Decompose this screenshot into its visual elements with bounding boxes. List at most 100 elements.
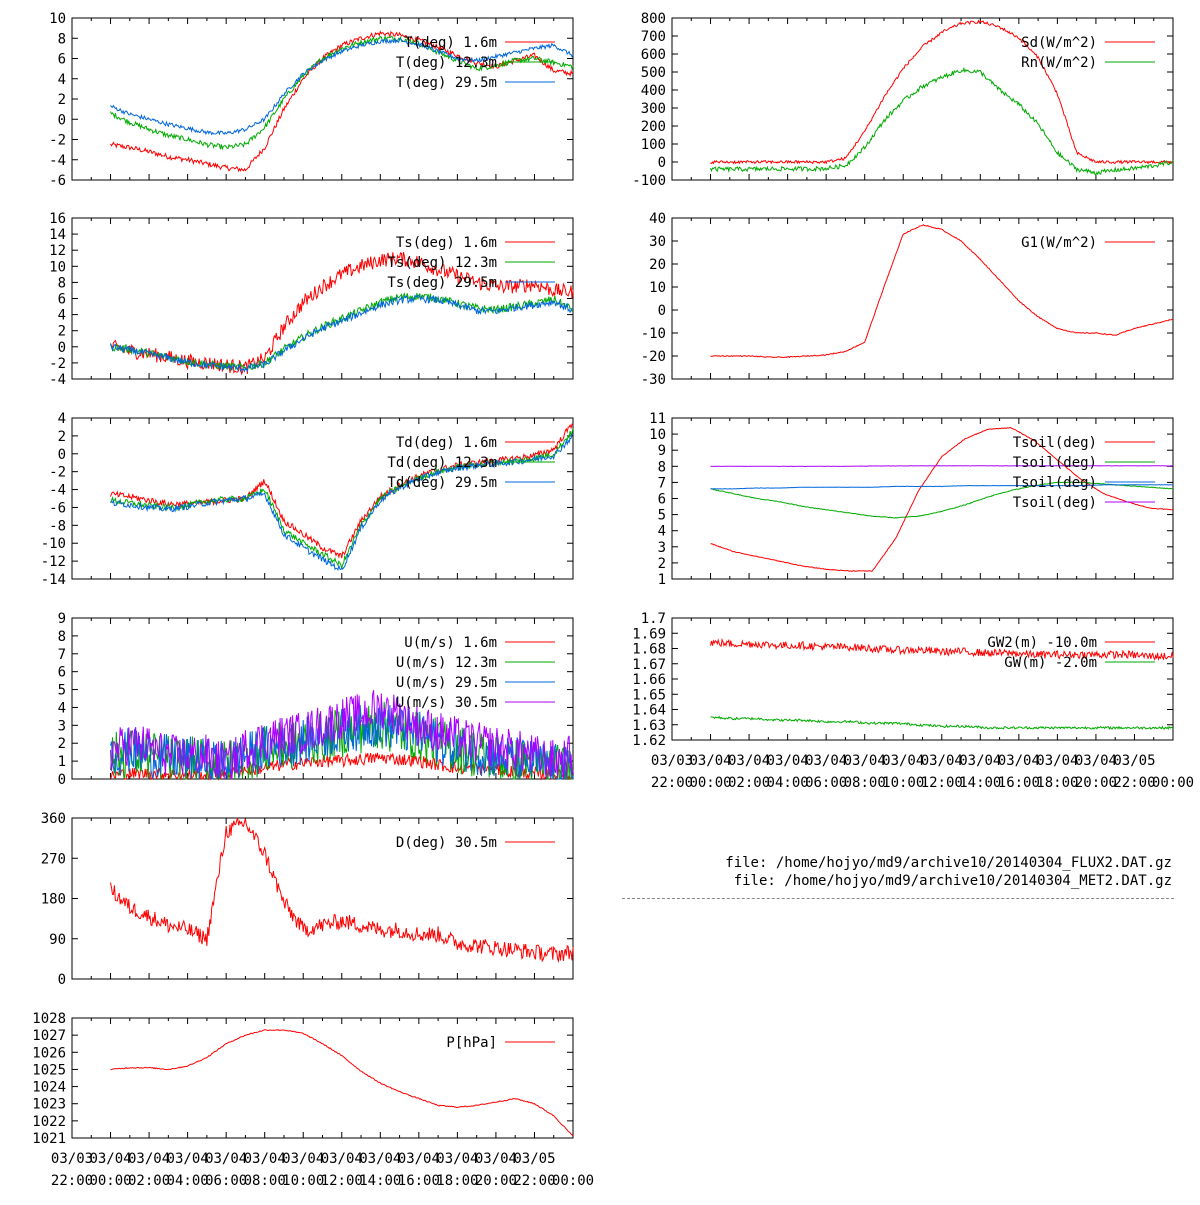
legend-label: GW2(m) -10.0m: [987, 635, 1097, 651]
y-tick-label: 500: [641, 65, 666, 81]
y-tick-label: 20: [649, 257, 666, 273]
y-tick-label: 12: [49, 243, 66, 259]
series-line: [110, 433, 574, 571]
y-tick-label: -14: [41, 572, 66, 588]
series-line: [110, 752, 574, 781]
series-line: [110, 817, 574, 964]
y-tick-label: -30: [641, 372, 666, 388]
y-tick-label: -4: [49, 153, 66, 169]
y-tick-label: 1024: [32, 1080, 66, 1096]
x-tick-label-time: 02:00: [728, 775, 770, 791]
chart-d: 0 90 180 270 360 D(deg) 30.5m: [41, 811, 574, 988]
x-tick-label-date: 03/04: [844, 753, 886, 769]
x-tick-label-time: 12:00: [921, 775, 963, 791]
y-tick-label: -6: [49, 173, 66, 189]
chart-gw: 1.621.631.641.651.661.671.681.691.7 03/03…: [632, 611, 1194, 791]
legend-label: P[hPa]: [446, 1035, 497, 1051]
file-path-met: file: /home/hojyo/md9/archive10/20140304…: [733, 873, 1172, 889]
series-line: [710, 481, 1174, 519]
chart-p: 1021102210231024102510261027102803/0303/…: [32, 1011, 594, 1189]
x-tick-label-time: 00:00: [552, 1173, 594, 1189]
y-tick-label: -2: [49, 465, 66, 481]
y-tick-label: 0: [58, 340, 66, 356]
legend-label: Tsoil(deg): [1013, 475, 1097, 491]
y-tick-label: 30: [649, 234, 666, 250]
series-line: [110, 37, 574, 136]
y-tick-label: 2: [658, 556, 666, 572]
y-tick-label: 3: [658, 540, 666, 556]
y-tick-label: 2: [58, 324, 66, 340]
x-tick-label-time: 12:00: [321, 1173, 363, 1189]
chart-sd: -100 0 100 200 300 400 500 600 700 800 Sd(W/m^2) Rn…: [632, 11, 1174, 189]
y-tick-label: 1.64: [632, 703, 666, 719]
legend-label: T(deg) 29.5m: [396, 75, 497, 91]
series-line: [710, 426, 1174, 572]
y-tick-label: 14: [49, 227, 66, 243]
y-tick-label: 10: [49, 259, 66, 275]
y-tick-label: 7: [58, 647, 66, 663]
y-tick-label: 400: [641, 83, 666, 99]
y-tick-label: 8: [58, 275, 66, 291]
y-tick-label: 1026: [32, 1045, 66, 1061]
y-tick-label: 6: [58, 52, 66, 68]
y-tick-label: -100: [632, 173, 666, 189]
series-line: [710, 637, 1174, 662]
series-line: [710, 465, 1173, 468]
x-tick-label-date: 03/04: [475, 1151, 517, 1167]
y-tick-label: 0: [58, 447, 66, 463]
y-tick-label: 7: [658, 475, 666, 491]
legend-label: T(deg) 1.6m: [404, 35, 497, 51]
chart-g1: -30 -20 -10 0 10 20 30 40 G1(W/m^2): [641, 211, 1174, 388]
y-tick-label: 800: [641, 11, 666, 27]
x-tick-label-time: 10:00: [882, 775, 924, 791]
y-tick-label: 2: [58, 429, 66, 445]
series-line: [710, 19, 1174, 165]
legend-label: T(deg) 12.3m: [396, 55, 497, 71]
x-tick-label-time: 02:00: [128, 1173, 170, 1189]
series-line: [110, 423, 574, 559]
series-line: [110, 292, 574, 372]
y-tick-label: 5: [658, 508, 666, 524]
x-tick-label-date: 03/04: [728, 753, 770, 769]
y-tick-label: 10: [49, 11, 66, 27]
legend-label: U(m/s) 12.3m: [396, 655, 497, 671]
x-tick-label-date: 03/04: [167, 1151, 209, 1167]
y-tick-label: 1.66: [632, 672, 666, 688]
y-tick-label: 8: [58, 629, 66, 645]
x-tick-label-time: 18:00: [1036, 775, 1078, 791]
y-tick-label: 1.7: [641, 611, 666, 627]
y-tick-label: 700: [641, 29, 666, 45]
y-tick-label: 600: [641, 47, 666, 63]
y-tick-label: 6: [58, 292, 66, 308]
y-tick-label: -8: [49, 518, 66, 534]
x-tick-label-time: 20:00: [475, 1173, 517, 1189]
y-tick-label: 1023: [32, 1097, 66, 1113]
y-tick-label: -20: [641, 349, 666, 365]
chart-u: 0 1 2 3 45 6 7 8 9 U(m/s) 1.6m U(m/s) 12.3m U(m/s) …: [58, 611, 574, 788]
x-tick-label-date: 03/04: [205, 1151, 247, 1167]
x-tick-label-date: 03/04: [282, 1151, 324, 1167]
chart-td: -14 -12 -10 -8 -6-4 -2 0 2 4 Td(deg) 1.6m Td(deg) …: [41, 411, 574, 588]
x-tick-label-time: 22:00: [1113, 775, 1155, 791]
y-tick-label: 1.67: [632, 657, 666, 673]
series-line: [710, 715, 1174, 730]
y-tick-label: 1022: [32, 1114, 66, 1130]
legend-label: Ts(deg) 12.3m: [387, 255, 497, 271]
x-tick-label-time: 00:00: [689, 775, 731, 791]
y-tick-label: 10: [649, 427, 666, 443]
plot-frame: [671, 217, 1174, 380]
x-tick-label-time: 22:00: [51, 1173, 93, 1189]
legend-label: Td(deg) 12.3m: [387, 455, 497, 471]
y-tick-label: 3: [58, 718, 66, 734]
legend-label: U(m/s) 29.5m: [396, 675, 497, 691]
x-tick-label-date: 03/04: [1075, 753, 1117, 769]
x-tick-label-date: 03/04: [959, 753, 1001, 769]
plot-frame: [671, 17, 1174, 181]
legend-label: Tsoil(deg): [1013, 435, 1097, 451]
x-tick-label-time: 06:00: [805, 775, 847, 791]
y-tick-label: 5: [58, 683, 66, 699]
y-tick-label: 0: [658, 155, 666, 171]
y-tick-label: 6: [58, 665, 66, 681]
